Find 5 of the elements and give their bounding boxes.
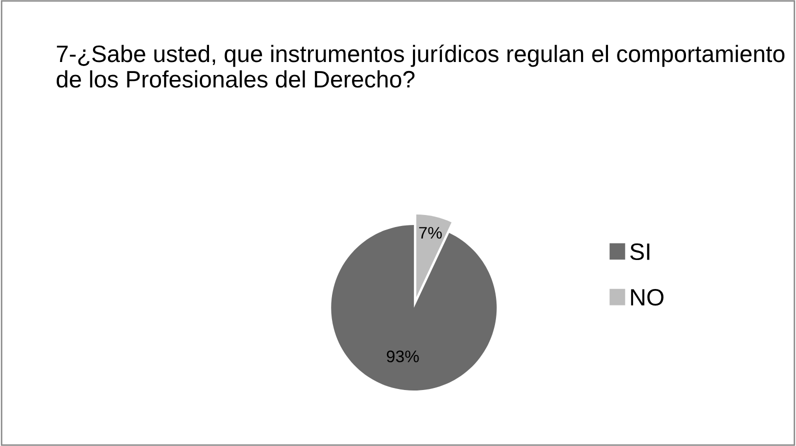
legend-label: SI [630,243,650,260]
data-label: 7% [419,226,442,239]
data-label: 93% [386,350,419,362]
chart-title: 7-¿Sabe usted, que instrumentos jurídicos regulan el comportamiento de los Profesionales del Derecho? [56,44,784,88]
legend-label: NO [631,288,664,306]
